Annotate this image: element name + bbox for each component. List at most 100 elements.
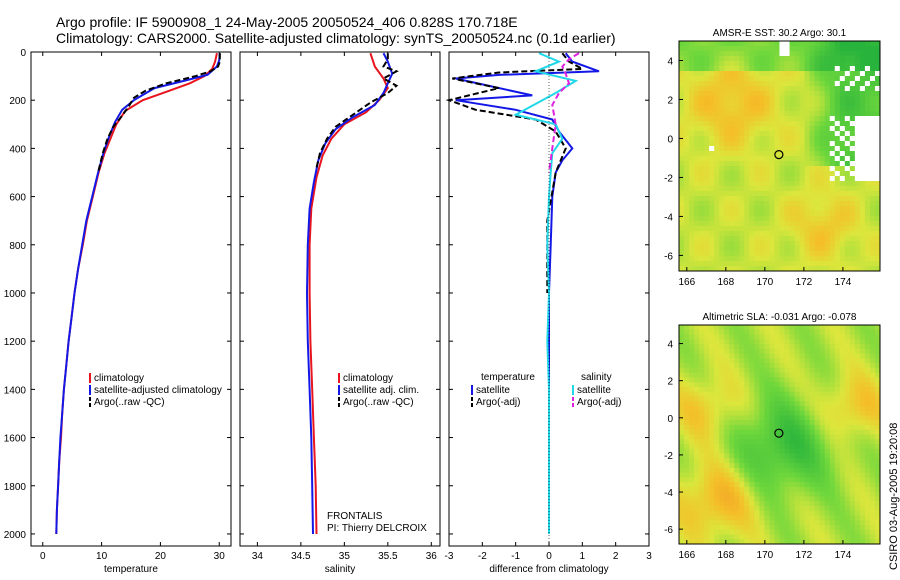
heatmap-cell [819,166,826,172]
heatmap-cell [739,472,745,478]
heatmap-cell [719,46,725,52]
heatmap-cell [709,261,715,267]
heatmap-cell [864,472,871,478]
heatmap-cell [819,386,826,393]
heatmap-cell [679,56,685,62]
heatmap-cell [694,211,700,217]
heatmap-cell [784,339,791,345]
heatmap-cell [734,353,740,359]
heatmap-cell [819,171,826,177]
heatmap-cell [749,231,755,237]
heatmap-cell [679,424,685,431]
heatmap-cell [709,246,715,252]
heatmap-cell [834,382,841,388]
heatmap-cell [874,334,880,340]
heatmap-cell [829,448,836,455]
heatmap-cell [734,241,740,247]
heatmap-cell [799,363,806,369]
heatmap-cell [799,111,806,117]
heatmap-cell [719,81,725,87]
heatmap-cell [754,415,761,421]
temperature-xlabel: temperature [104,564,158,575]
heatmap-cell [779,266,786,271]
heatmap-cell [859,524,866,531]
heatmap-cell [824,206,831,212]
heatmap-cell [734,524,740,531]
heatmap-cell [804,186,811,192]
heatmap-cell [784,444,791,450]
heatmap-cell [844,472,851,478]
heatmap-cell [679,186,685,192]
heatmap-cell [814,261,821,267]
heatmap-cell [714,439,720,445]
heatmap-cell [864,121,871,127]
heatmap-cell [794,382,801,388]
heatmap-cell [824,486,831,493]
heatmap-cell [704,206,710,212]
heatmap-cell [764,515,771,521]
heatmap-cell [839,206,846,212]
heatmap-cell [699,221,705,227]
heatmap-cell [789,401,796,407]
heatmap-cell [799,348,806,355]
heatmap-cell [849,405,856,412]
heatmap-cell [814,136,821,142]
heatmap-cell [714,372,720,378]
heatmap-cell [739,156,745,162]
heatmap-cell [734,191,740,197]
heatmap-cell [874,246,880,252]
heatmap-cell [859,66,866,72]
heatmap-cell [689,491,695,497]
heatmap-cell [759,211,766,217]
heatmap-cell [824,515,831,521]
heatmap-cell [739,372,745,378]
heatmap-cell [689,429,695,436]
heatmap-cell [839,382,846,388]
heatmap-cell [874,151,880,157]
heatmap-cell [799,221,806,227]
heatmap-cell [784,501,791,507]
heatmap-cell [834,367,841,374]
heatmap-cell [829,41,836,47]
heatmap-cell [849,186,856,192]
heatmap-cell [784,329,791,336]
heatmap-cell [834,334,841,340]
heatmap-cell [729,206,735,212]
heatmap-cell [809,410,816,417]
sst-ytick-label: -6 [664,251,673,262]
heatmap-cell [694,141,700,147]
heatmap-cell [874,325,880,331]
temperature-ytick-label: 1800 [4,482,27,493]
heatmap-cell [714,515,720,521]
heatmap-cell [709,201,715,207]
heatmap-cell [869,181,876,187]
heatmap-cell [834,410,841,417]
heatmap-cell [729,196,735,202]
heatmap-cell [744,372,750,378]
heatmap-cell [764,463,771,469]
heatmap-cell [739,56,745,62]
heatmap-cell [839,211,846,217]
heatmap-cell [729,81,735,87]
heatmap-cell [689,377,695,383]
heatmap-cell [749,405,755,412]
heatmap-cell [804,377,811,383]
heatmap-cell [779,472,786,478]
heatmap-cell [684,201,690,207]
heatmap-cell [734,111,740,117]
heatmap-cell [774,467,781,474]
heatmap-cell [774,96,781,102]
heatmap-cell [864,491,871,497]
heatmap-cell [679,166,685,172]
heatmap-cell [784,510,791,517]
heatmap-cell [709,56,715,62]
heatmap-cell [784,56,791,62]
heatmap-cell [809,325,816,331]
heatmap-cell [824,241,831,247]
heatmap-cell [854,111,861,117]
heatmap-cell [814,116,821,122]
heatmap-cell [869,241,876,247]
heatmap-cell [689,339,695,345]
heatmap-cell [714,405,720,412]
heatmap-cell [744,226,750,232]
